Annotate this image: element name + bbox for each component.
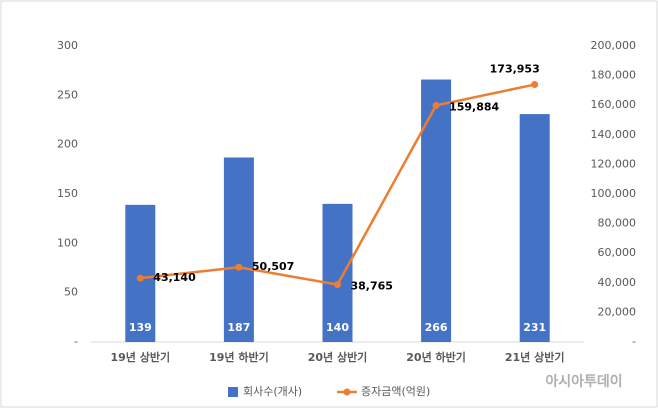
bar-value-label: 140 xyxy=(326,321,349,334)
y-tick-label: 200 xyxy=(57,138,78,151)
y2-tick-label: 60,000 xyxy=(598,246,637,259)
line-marker xyxy=(235,263,243,271)
y-tick-label: 50 xyxy=(64,286,78,299)
y2-tick-label: 180,000 xyxy=(591,69,637,82)
y-tick-label: 300 xyxy=(57,39,78,52)
y-tick-label: - xyxy=(74,335,78,348)
legend-label: 증자금액(억원) xyxy=(361,385,430,398)
x-tick-label: 20년 상반기 xyxy=(308,350,368,364)
bar xyxy=(322,203,353,342)
y-tick-label: 150 xyxy=(57,187,78,200)
y2-tick-label: - xyxy=(632,335,636,348)
y2-tick-label: 140,000 xyxy=(591,128,637,141)
y2-tick-label: 200,000 xyxy=(591,39,637,52)
x-tick-label: 19년 상반기 xyxy=(110,350,170,364)
line-marker xyxy=(432,101,440,109)
bar xyxy=(125,204,156,342)
y2-tick-label: 80,000 xyxy=(598,217,637,230)
y2-tick-label: 120,000 xyxy=(591,157,637,170)
bar-value-label: 187 xyxy=(227,321,250,334)
bar-value-label: 139 xyxy=(129,321,152,334)
bar xyxy=(223,157,254,342)
bar-value-label: 231 xyxy=(523,321,546,334)
line-value-label: 50,507 xyxy=(252,260,294,273)
legend-swatch xyxy=(228,387,238,397)
line-marker xyxy=(531,81,539,89)
y2-tick-label: 100,000 xyxy=(591,187,637,200)
watermark: 아시아투데이 xyxy=(545,373,622,390)
x-tick-label: 19년 하반기 xyxy=(209,350,269,364)
line-marker xyxy=(136,274,144,282)
bar-value-label: 266 xyxy=(425,321,448,334)
y2-tick-label: 40,000 xyxy=(598,276,637,289)
line-value-label: 173,953 xyxy=(490,63,540,76)
y2-tick-label: 20,000 xyxy=(598,305,637,318)
line-value-label: 38,765 xyxy=(351,280,393,293)
line-value-label: 43,140 xyxy=(153,271,196,284)
x-tick-label: 20년 하반기 xyxy=(406,350,466,364)
y2-tick-label: 160,000 xyxy=(591,98,637,111)
y-tick-label: 100 xyxy=(57,236,78,249)
x-tick-label: 21년 상반기 xyxy=(505,350,565,364)
y-tick-label: 250 xyxy=(57,88,78,101)
bar xyxy=(519,114,550,342)
line-value-label: 159,884 xyxy=(449,100,499,113)
bar xyxy=(421,79,452,343)
legend-swatch-marker xyxy=(343,388,351,396)
legend-label: 회사수(개사) xyxy=(243,385,302,398)
line-marker xyxy=(334,281,341,289)
